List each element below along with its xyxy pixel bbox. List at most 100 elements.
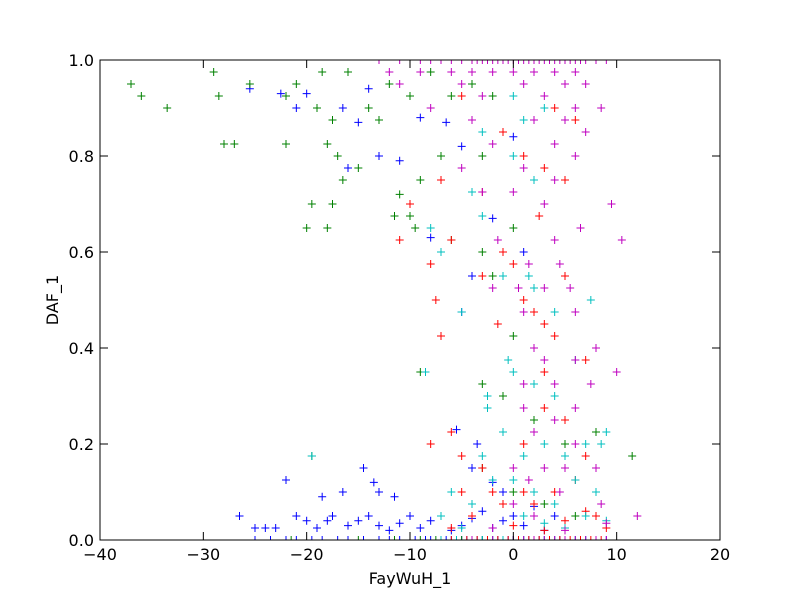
data-point xyxy=(571,308,580,316)
data-point xyxy=(395,190,404,199)
data-point xyxy=(581,356,590,364)
data-point xyxy=(385,526,394,535)
data-point xyxy=(468,512,476,520)
data-point xyxy=(597,440,606,448)
data-point xyxy=(292,80,301,88)
data-point xyxy=(478,92,487,100)
data-point xyxy=(457,142,466,151)
data-point xyxy=(395,80,404,88)
data-point xyxy=(478,464,487,472)
data-point xyxy=(576,224,585,232)
data-point xyxy=(540,92,549,100)
data-point xyxy=(509,152,518,160)
data-point xyxy=(457,524,466,532)
data-point xyxy=(390,212,399,220)
data-point xyxy=(338,104,347,112)
data-point xyxy=(540,440,549,448)
y-tick-label: 0.4 xyxy=(69,339,94,358)
data-point xyxy=(235,512,244,520)
data-point xyxy=(447,524,456,532)
data-point xyxy=(411,224,420,232)
data-point xyxy=(478,212,487,220)
data-point xyxy=(302,89,311,98)
data-point xyxy=(457,80,466,88)
data-point xyxy=(540,284,549,292)
data-point xyxy=(447,488,456,496)
data-point xyxy=(323,516,332,525)
data-point xyxy=(633,512,642,520)
data-point xyxy=(540,368,549,376)
data-point xyxy=(509,476,518,484)
data-point xyxy=(406,92,414,100)
data-point xyxy=(519,248,528,256)
data-point xyxy=(530,380,538,388)
axis-ticks: −40 −30 −20 −10 0 10 20 0.0 0.2 0.4 0.6 0.8 1.0 xyxy=(69,51,731,564)
data-point xyxy=(509,500,518,508)
data-point xyxy=(571,116,580,124)
data-point xyxy=(524,476,533,484)
data-point xyxy=(519,152,528,160)
data-point xyxy=(421,368,430,376)
data-point xyxy=(561,526,569,535)
x-axis-label: FayWuH_1 xyxy=(369,569,452,589)
data-point xyxy=(214,92,223,100)
data-point xyxy=(550,176,559,184)
data-point xyxy=(251,524,259,532)
data-point xyxy=(468,188,476,196)
data-point xyxy=(519,404,528,412)
data-point xyxy=(338,176,347,184)
data-point xyxy=(535,212,544,220)
y-tick-label: 0.6 xyxy=(69,243,94,262)
data-point xyxy=(230,140,239,148)
data-point xyxy=(375,521,383,530)
data-point xyxy=(530,68,538,76)
data-point xyxy=(530,416,538,424)
data-point xyxy=(592,512,600,520)
data-point xyxy=(597,104,606,112)
data-point xyxy=(555,260,564,268)
data-point xyxy=(406,512,414,520)
data-point xyxy=(540,519,549,528)
data-point xyxy=(447,428,456,436)
data-point xyxy=(313,104,321,112)
data-point xyxy=(437,248,445,256)
plot-frame xyxy=(99,59,721,541)
data-point xyxy=(530,176,538,184)
data-point xyxy=(571,512,580,520)
x-tick-label: 0 xyxy=(508,545,518,564)
data-point xyxy=(468,68,476,76)
data-point xyxy=(447,68,456,76)
data-point xyxy=(395,519,404,528)
data-point xyxy=(359,464,368,472)
data-point xyxy=(468,464,476,472)
data-point xyxy=(457,452,466,460)
data-point xyxy=(540,500,549,508)
data-point xyxy=(302,224,311,232)
data-point xyxy=(499,272,507,280)
data-point xyxy=(390,492,399,501)
data-point xyxy=(302,516,311,525)
data-point xyxy=(509,332,518,340)
data-point xyxy=(338,488,347,496)
y-tick-label: 0.0 xyxy=(69,531,94,550)
data-point xyxy=(561,272,569,280)
data-point xyxy=(318,68,327,76)
data-point xyxy=(488,68,497,76)
data-point xyxy=(344,68,352,76)
data-point xyxy=(468,116,476,124)
data-point xyxy=(509,368,518,376)
data-point xyxy=(519,308,528,316)
data-point xyxy=(550,68,559,76)
data-point xyxy=(519,440,528,448)
data-point xyxy=(282,92,290,100)
data-point xyxy=(519,296,528,304)
data-point xyxy=(571,476,580,484)
x-tick-label: 20 xyxy=(710,545,730,564)
data-point xyxy=(509,224,518,232)
data-point xyxy=(137,92,146,100)
data-point xyxy=(592,428,600,436)
data-point xyxy=(282,140,290,148)
data-point xyxy=(540,356,549,364)
data-point xyxy=(457,308,466,316)
